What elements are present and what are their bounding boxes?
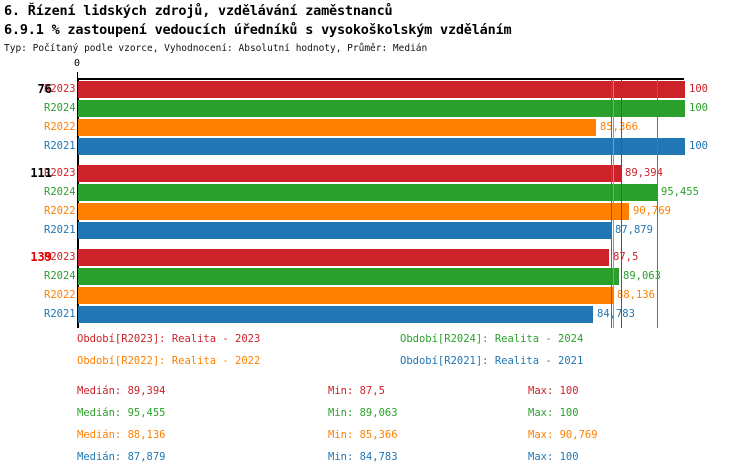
stat-min: Min: 89,063 [328,407,398,419]
stat-max: Max: 100 [528,385,579,397]
stat-max: Max: 90,769 [528,429,598,441]
legend-item: Období[R2024]: Realita - 2024 [400,333,584,345]
legend-item: Období[R2023]: Realita - 2023 [77,333,261,345]
bar-value-label: 90,769 [633,205,671,217]
stat-median: Medián: 89,394 [77,385,166,397]
page-title-line1: 6. Řízení lidských zdrojů, vzdělávání za… [4,3,393,19]
bar-value-label: 89,394 [625,167,663,179]
stat-max: Max: 100 [528,451,579,463]
stat-median: Medián: 95,455 [77,407,166,419]
bar-row: R2023 89,394 [0,164,750,183]
stat-min: Min: 87,5 [328,385,385,397]
bar-value-label: 89,063 [623,270,661,282]
bar-value-label: 87,879 [615,224,653,236]
bar-r2024 [78,100,685,117]
bar-r2022 [78,287,613,304]
bar-r2023 [78,249,609,266]
bar-r2022 [78,119,596,136]
bar-series-label-r2022: R2022 [44,205,76,217]
stat-min: Min: 85,366 [328,429,398,441]
bar-row: R2024 100 [0,99,750,118]
bar-series-label-r2024: R2024 [44,270,76,282]
bar-value-label: 95,455 [661,186,699,198]
bar-series-label-r2022: R2022 [44,289,76,301]
group-label-139: 139 [30,250,52,264]
bar-row: R2021 100 [0,137,750,156]
bar-series-label-r2021: R2021 [44,140,76,152]
group-label-111: 111 [30,166,52,180]
bar-r2024 [78,184,657,201]
median-reference-line-r2023 [621,80,622,328]
median-reference-line-r2021 [611,80,612,328]
bar-row: R2021 87,879 [0,221,750,240]
chart-statistics: Medián: 89,394 Min: 87,5 Max: 100 Medián: 9… [0,385,750,475]
bar-series-label-r2023: R2023 [44,251,76,263]
bar-row: R2022 90,769 [0,202,750,221]
bar-r2023 [78,81,685,98]
bar-row: R2021 84,783 [0,305,750,324]
page-subtitle: Typ: Počítaný podle vzorce, Vyhodnocení:… [4,43,428,54]
bar-row: R2022 85,366 [0,118,750,137]
legend-item: Období[R2021]: Realita - 2021 [400,355,584,367]
stat-min: Min: 84,783 [328,451,398,463]
bar-value-label: 84,783 [597,308,635,320]
bar-value-label: 85,366 [600,121,638,133]
bar-value-label: 88,136 [617,289,655,301]
bar-row: R2023 100 [0,80,750,99]
bar-r2021 [78,138,685,155]
group-label-76: 76 [37,82,52,96]
stat-max: Max: 100 [528,407,579,419]
median-reference-line-r2022 [613,80,614,328]
bar-series-label-r2023: R2023 [44,167,76,179]
bar-value-label: 100 [689,83,708,95]
bar-value-label: 100 [689,102,708,114]
bar-row: R2022 88,136 [0,286,750,305]
legend-item: Období[R2022]: Realita - 2022 [77,355,261,367]
bar-r2022 [78,203,629,220]
axis-tick-0 [77,72,78,80]
bar-r2024 [78,268,619,285]
bar-value-label: 87,5 [613,251,639,263]
stat-median: Medián: 87,879 [77,451,166,463]
stat-median: Medián: 88,136 [77,429,166,441]
bar-value-label: 100 [689,140,708,152]
bar-series-label-r2023: R2023 [44,83,76,95]
bar-r2021 [78,222,611,239]
bar-series-label-r2022: R2022 [44,121,76,133]
bar-series-label-r2021: R2021 [44,308,76,320]
page-title-line2: 6.9.1 % zastoupení vedoucích úředníků s … [4,22,512,38]
axis-tick-label-0: 0 [74,58,81,69]
bar-row: R2023 87,5 [0,248,750,267]
bar-chart-plot: 0 R2023 100 R2024 100 R2022 85,366 R2021 100 76 R… [0,58,750,330]
bar-r2021 [78,306,593,323]
chart-legend: Období[R2023]: Realita - 2023 Období[R202… [0,333,750,373]
bar-r2023 [78,165,621,182]
bar-series-label-r2021: R2021 [44,224,76,236]
bar-row: R2024 95,455 [0,183,750,202]
bar-series-label-r2024: R2024 [44,186,76,198]
median-reference-line-r2024 [657,80,658,328]
chart-top-axis-line [77,78,684,80]
bar-row: R2024 89,063 [0,267,750,286]
bar-series-label-r2024: R2024 [44,102,76,114]
